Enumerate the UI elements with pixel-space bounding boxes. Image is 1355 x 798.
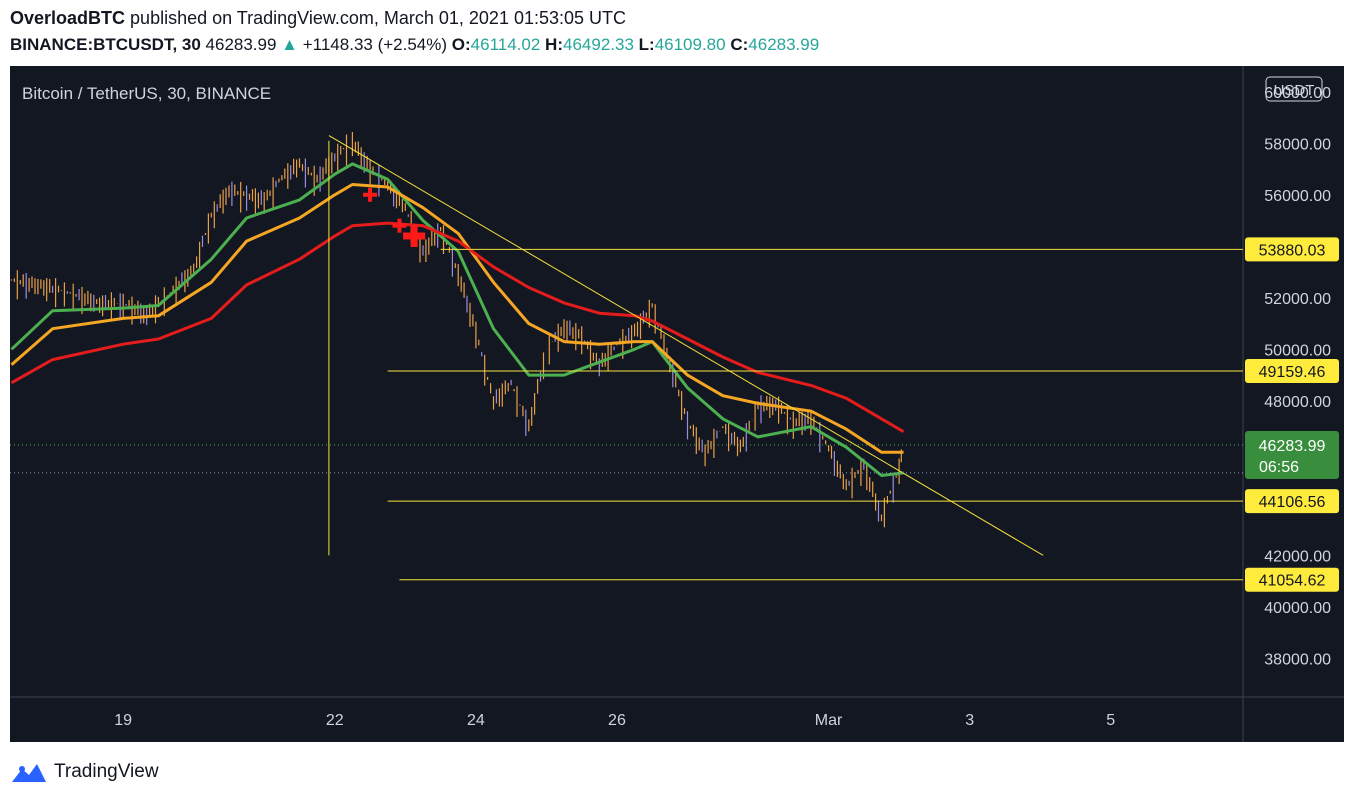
close-value: 46283.99 (748, 35, 820, 54)
countdown-label: 06:56 (1259, 459, 1299, 476)
open-value: 46114.02 (470, 35, 541, 54)
x-tick-label: 19 (114, 712, 132, 729)
x-tick-label: 26 (608, 712, 626, 729)
x-tick-label: 24 (467, 712, 485, 729)
level-label: 49159.46 (1259, 364, 1326, 381)
y-tick-label: 42000.00 (1264, 548, 1331, 565)
x-tick-label: 22 (326, 712, 344, 729)
y-tick-label: 50000.00 (1264, 342, 1331, 359)
level-label: 41054.62 (1259, 573, 1326, 590)
tradingview-logo-icon (12, 764, 46, 782)
currency-badge[interactable] (1265, 76, 1323, 102)
x-tick-label: Mar (815, 712, 843, 729)
publish-date: published on TradingView.com, March 01, … (130, 8, 627, 28)
level-label: 53880.03 (1259, 242, 1326, 259)
level-label-bg (1245, 237, 1339, 262)
chart-background (10, 66, 1344, 742)
moving-average-line (10, 162, 904, 477)
x-tick-label: 3 (965, 712, 974, 729)
signal-marker (397, 218, 402, 233)
y-tick-label: 56000.00 (1264, 188, 1331, 205)
up-triangle-icon: ▲ (281, 35, 298, 54)
tradingview-logo[interactable]: TradingView (10, 760, 159, 784)
open-label: O: (451, 35, 471, 54)
level-label-bg (1245, 489, 1339, 514)
last-price-label: 46283.99 (1259, 438, 1326, 455)
y-tick-label: 60000.00 (1264, 85, 1331, 102)
publish-info: OverloadBTC published on TradingView.com… (10, 8, 626, 29)
low-label: L: (638, 35, 655, 54)
y-tick-label: 58000.00 (1264, 136, 1331, 153)
moving-average-line (10, 183, 904, 454)
high-label: H: (545, 35, 563, 54)
change-value: +1148.33 (+2.54%) (302, 35, 448, 54)
level-label-bg (1245, 358, 1339, 383)
last-price-label-bg (1245, 431, 1339, 480)
level-label: 44106.56 (1259, 494, 1326, 511)
ohlc-line: BINANCE:BTCUSDT, 30 46283.99 ▲ +1148.33 … (10, 35, 819, 55)
currency-label: USDT (1274, 82, 1315, 99)
x-tick-label: 5 (1106, 712, 1115, 729)
high-value: 46492.33 (563, 35, 634, 54)
last-value: 46283.99 (205, 35, 277, 54)
low-value: 46109.80 (654, 35, 726, 54)
chart-title: Bitcoin / TetherUS, 30, BINANCE (22, 84, 271, 103)
trendline (328, 135, 1044, 556)
level-label-bg (1245, 567, 1339, 592)
y-tick-label: 40000.00 (1264, 600, 1331, 617)
tradingview-brand: TradingView (54, 761, 159, 782)
moving-average-line (10, 221, 905, 433)
y-tick-label: 48000.00 (1264, 394, 1331, 411)
symbol: BINANCE:BTCUSDT, 30 (10, 35, 201, 54)
signal-marker (410, 224, 418, 247)
signal-marker (368, 187, 373, 202)
y-tick-label: 38000.00 (1264, 651, 1331, 668)
close-label: C: (730, 35, 749, 54)
chart-layers: 60000.00 58000.00 56000.00 52000.00 50000.00… (10, 85, 1339, 729)
author-name[interactable]: OverloadBTC (10, 8, 126, 28)
y-tick-label: 52000.00 (1264, 291, 1331, 308)
